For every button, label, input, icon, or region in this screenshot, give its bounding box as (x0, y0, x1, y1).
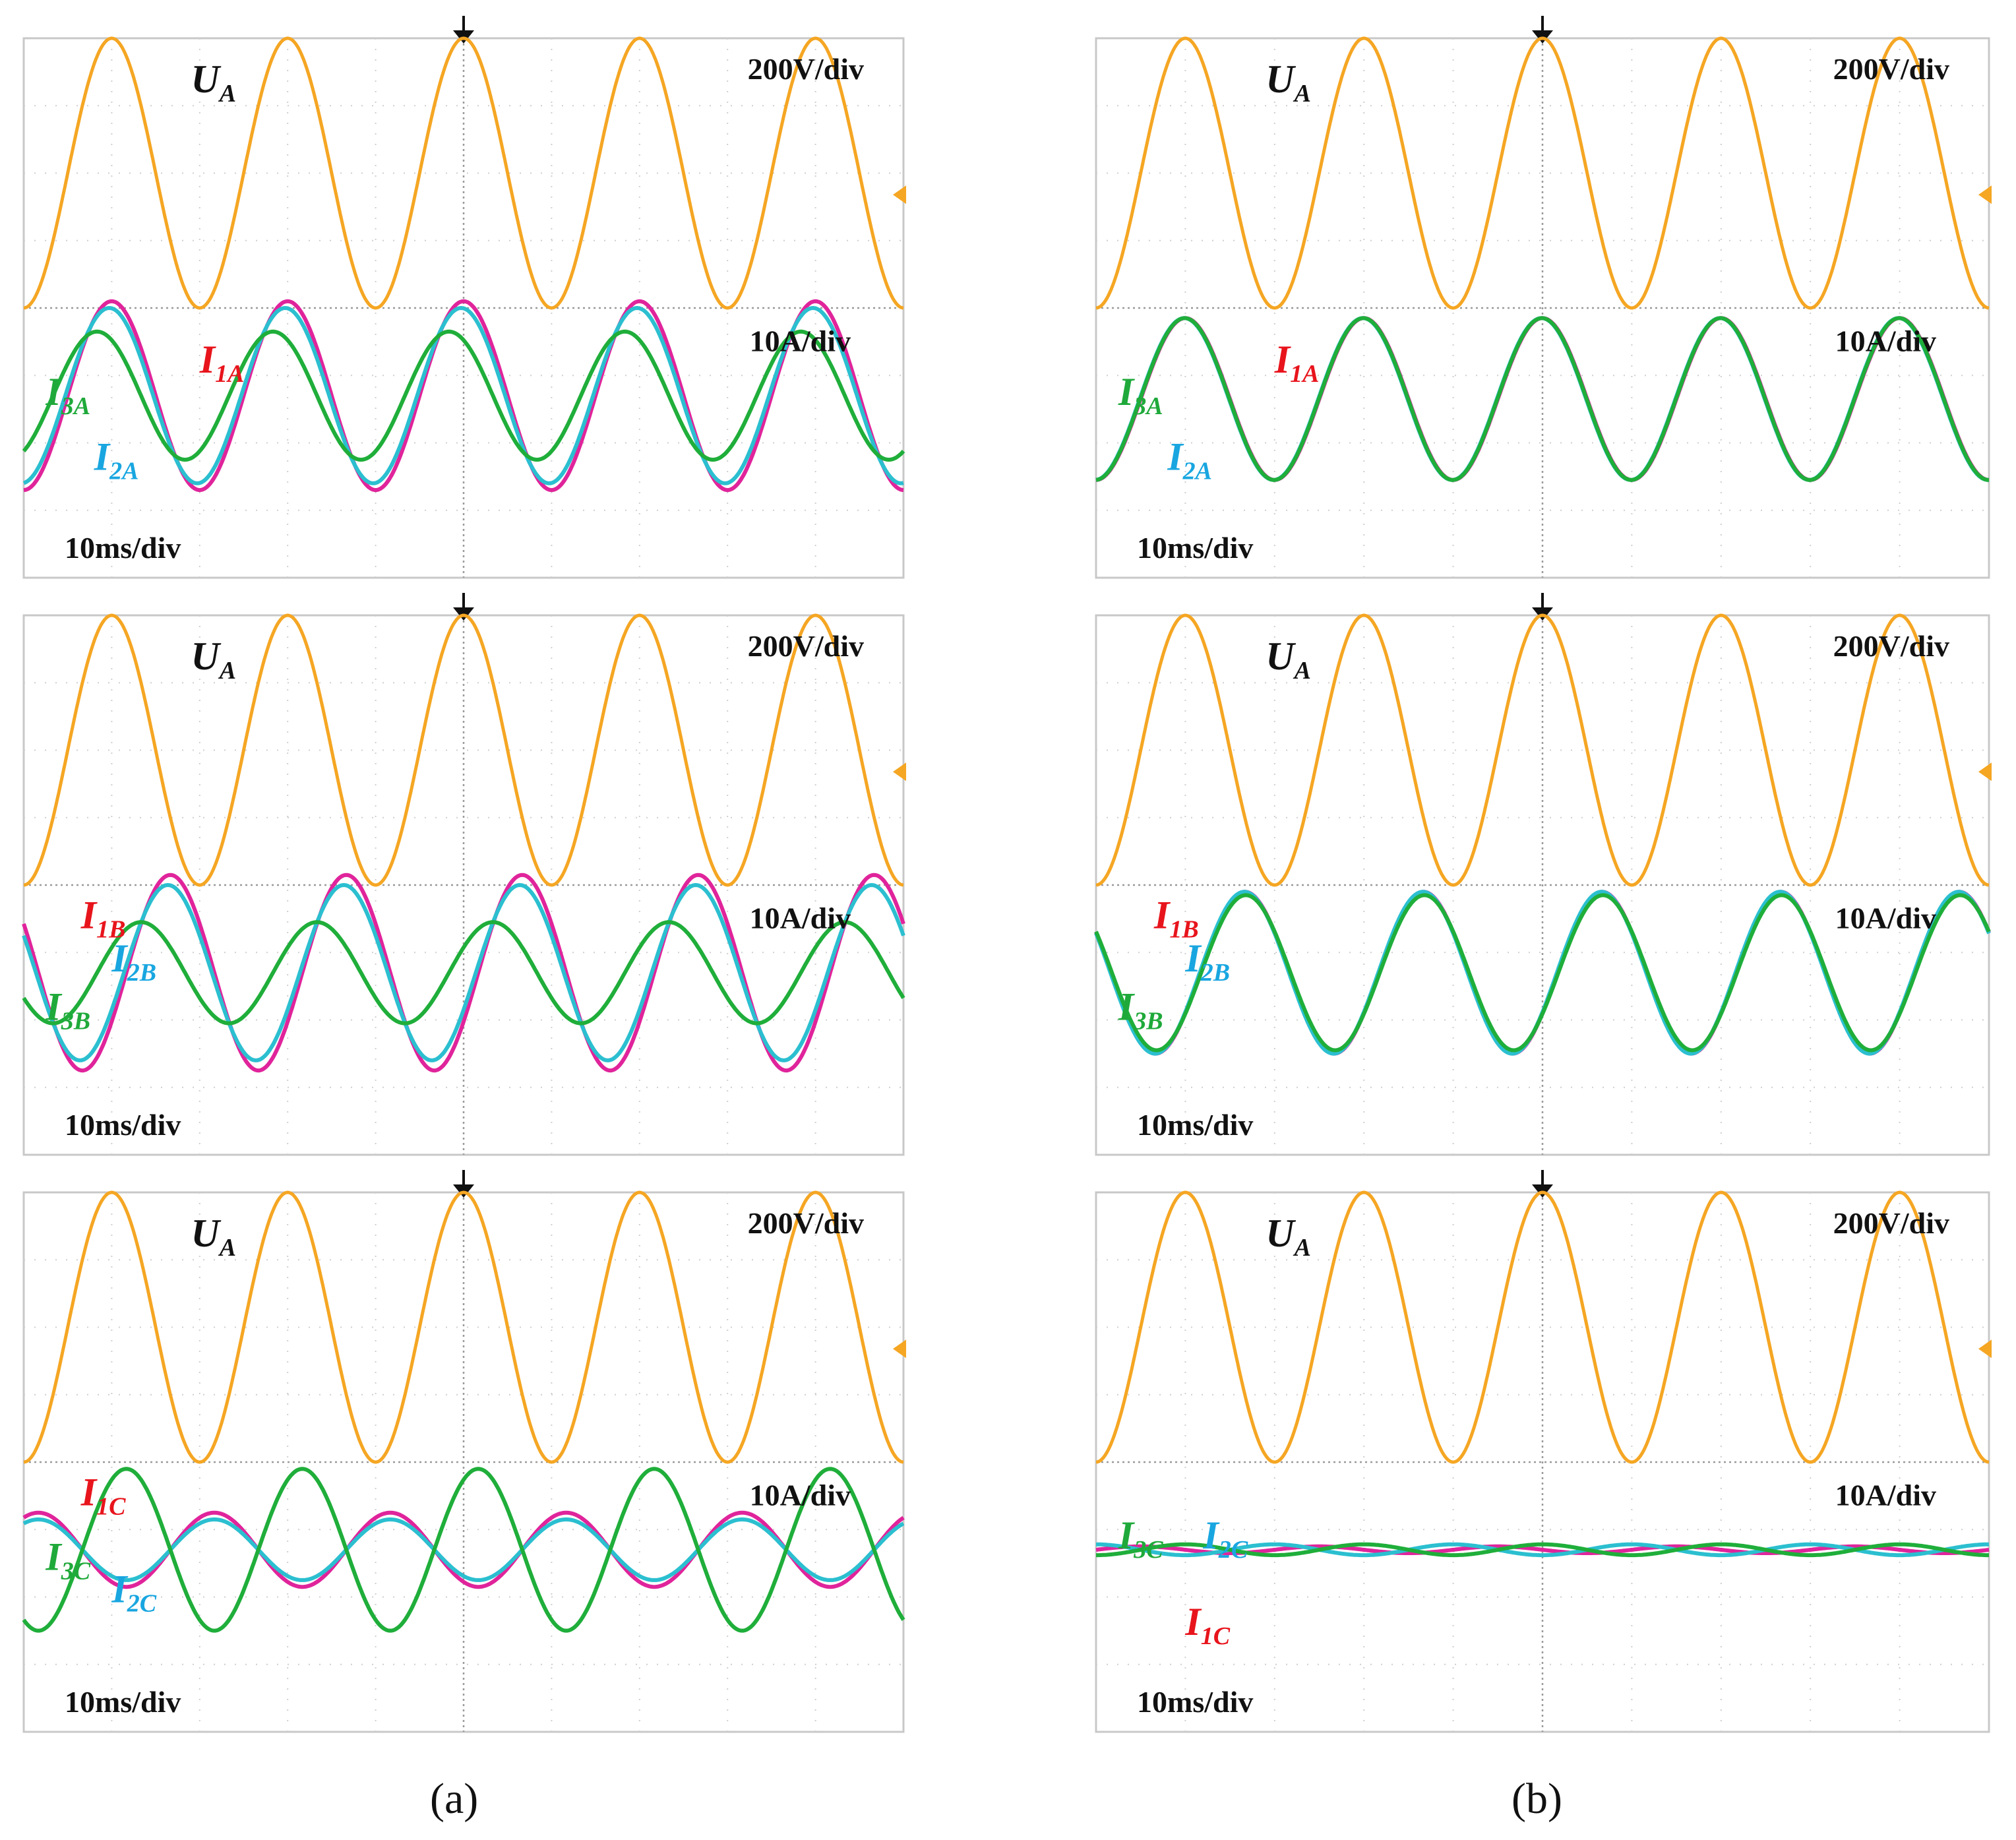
current-2-trace-label: I2B (111, 936, 156, 987)
waveform-i-2a (23, 306, 904, 485)
waveform-i-3c (22, 1467, 905, 1633)
current-scale-label: 10A/div (1835, 901, 1936, 935)
current-scale-label: 10A/div (1835, 324, 1936, 357)
current-3-trace-label: I3C (1118, 1514, 1163, 1564)
waveform-u-a (1095, 1190, 1990, 1464)
current-1-trace-label: I1B (80, 893, 126, 943)
voltage-trace-label: UA (1266, 634, 1311, 685)
voltage-scale-label: 200V/div (748, 629, 864, 663)
current-scale-label: 10A/div (750, 1478, 851, 1512)
scope-panel-a-phase-C: 200V/div 10A/div 10ms/div UA I1C I2C I3C (22, 1170, 906, 1733)
waveform-i-3b (1094, 893, 1991, 1053)
waveform-i-3a (22, 329, 905, 462)
scope-panel-b-phase-C: 200V/div 10A/div 10ms/div UA I1C I2C I3C (1095, 1170, 1992, 1733)
current-2-trace-label: I2A (94, 435, 139, 485)
voltage-trace-label: UA (1266, 57, 1311, 107)
waveform-i-3a (1095, 316, 1990, 482)
time-scale-label: 10ms/div (1137, 1685, 1253, 1719)
channel-reference-marker-icon (893, 1339, 906, 1359)
time-scale-label: 10ms/div (65, 1685, 181, 1719)
current-scale-label: 10A/div (750, 901, 851, 935)
voltage-scale-label: 200V/div (1833, 1206, 1949, 1240)
current-3-trace-label: I3A (1118, 370, 1163, 420)
time-scale-label: 10ms/div (65, 1108, 181, 1142)
current-3-trace-label: I3B (1118, 985, 1163, 1035)
waveform-i-3c (1095, 1542, 1990, 1558)
waveform-i-3b (22, 920, 905, 1026)
current-3-trace-label: I3C (45, 1535, 90, 1585)
current-scale-label: 10A/div (750, 324, 851, 357)
waveform-u-a (23, 613, 904, 887)
waveform-i-2c (1095, 1542, 1990, 1558)
current-1-trace-label: I1A (1274, 338, 1320, 388)
channel-reference-marker-icon (1978, 762, 1992, 782)
voltage-trace-label: UA (191, 57, 236, 107)
channel-reference-marker-icon (1978, 185, 1992, 204)
voltage-scale-label: 200V/div (748, 52, 864, 86)
voltage-scale-label: 200V/div (748, 1206, 864, 1240)
waveform-u-a (1095, 613, 1990, 887)
time-scale-label: 10ms/div (65, 531, 181, 565)
current-2-trace-label: I2A (1167, 435, 1212, 485)
channel-reference-marker-icon (1978, 1339, 1992, 1359)
voltage-scale-label: 200V/div (1833, 52, 1949, 86)
current-1-trace-label: I1B (1153, 893, 1199, 943)
time-scale-label: 10ms/div (1137, 1108, 1253, 1142)
voltage-trace-label: UA (191, 1211, 236, 1262)
waveform-u-a (23, 36, 904, 310)
current-2-trace-label: I2C (111, 1568, 156, 1618)
caption-a: (a) (430, 1775, 479, 1823)
voltage-scale-label: 200V/div (1833, 629, 1949, 663)
caption-b: (b) (1512, 1775, 1562, 1823)
current-1-trace-label: I1A (199, 338, 245, 388)
current-scale-label: 10A/div (1835, 1478, 1936, 1512)
voltage-trace-label: UA (191, 634, 236, 685)
current-3-trace-label: I3B (45, 985, 90, 1035)
waveform-u-a (1095, 36, 1990, 310)
time-scale-label: 10ms/div (1137, 531, 1253, 565)
current-2-trace-label: I2C (1202, 1514, 1248, 1564)
channel-reference-marker-icon (893, 762, 906, 782)
current-1-trace-label: I1C (80, 1470, 126, 1520)
current-1-trace-label: I1C (1184, 1600, 1230, 1650)
voltage-trace-label: UA (1266, 1211, 1311, 1262)
channel-reference-marker-icon (893, 185, 906, 204)
current-3-trace-label: I3A (45, 370, 90, 420)
waveform-u-a (23, 1190, 904, 1464)
current-2-trace-label: I2B (1184, 936, 1230, 987)
